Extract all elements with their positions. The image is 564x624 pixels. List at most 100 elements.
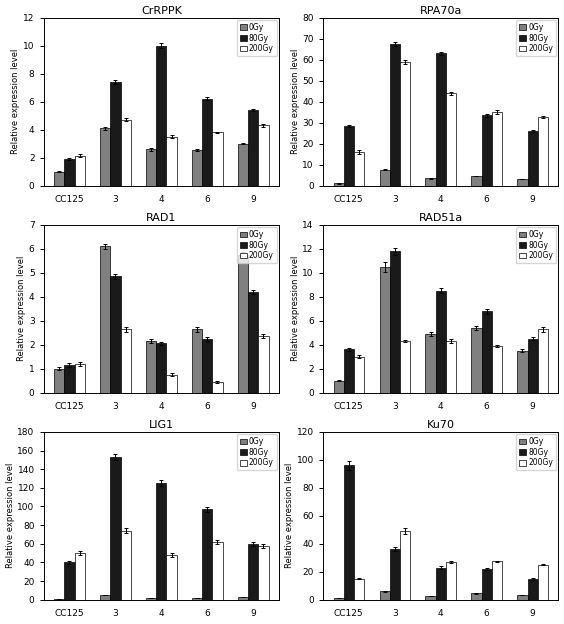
Legend: 0Gy, 80Gy, 200Gy: 0Gy, 80Gy, 200Gy xyxy=(237,227,277,263)
Bar xyxy=(390,549,400,600)
Legend: 0Gy, 80Gy, 200Gy: 0Gy, 80Gy, 200Gy xyxy=(516,20,556,56)
Bar xyxy=(248,292,258,392)
Bar xyxy=(202,339,213,392)
Bar xyxy=(400,341,410,392)
Bar xyxy=(166,137,177,185)
Bar xyxy=(74,364,85,392)
Bar xyxy=(435,54,446,185)
Bar xyxy=(446,341,456,392)
Bar xyxy=(517,595,527,600)
Bar xyxy=(425,178,435,185)
Bar xyxy=(333,381,343,392)
Y-axis label: Relative expression level: Relative expression level xyxy=(285,463,294,568)
Bar xyxy=(100,128,111,185)
Bar xyxy=(435,291,446,392)
Title: LIG1: LIG1 xyxy=(149,420,174,430)
Bar xyxy=(100,595,111,600)
Bar xyxy=(238,144,248,185)
Bar xyxy=(258,545,268,600)
Bar xyxy=(343,466,354,600)
Bar xyxy=(202,509,213,600)
Bar xyxy=(390,44,400,185)
Y-axis label: Relative expression level: Relative expression level xyxy=(290,49,299,154)
Bar xyxy=(354,578,364,600)
Bar xyxy=(213,132,223,185)
Bar xyxy=(166,555,177,600)
Bar xyxy=(492,346,502,392)
Legend: 0Gy, 80Gy, 200Gy: 0Gy, 80Gy, 200Gy xyxy=(516,434,556,470)
Bar xyxy=(111,457,121,600)
Bar xyxy=(482,311,492,392)
Bar xyxy=(343,349,354,392)
Y-axis label: Relative expression level: Relative expression level xyxy=(11,49,20,154)
Bar xyxy=(146,149,156,185)
Bar xyxy=(400,62,410,185)
Bar xyxy=(202,99,213,185)
Bar xyxy=(192,598,202,600)
Title: RAD1: RAD1 xyxy=(146,213,177,223)
Bar xyxy=(64,159,74,185)
Bar xyxy=(100,246,111,392)
Bar xyxy=(537,565,548,600)
Bar xyxy=(527,131,537,185)
Bar xyxy=(527,339,537,392)
Bar xyxy=(111,82,121,185)
Bar xyxy=(343,126,354,185)
Y-axis label: Relative expression level: Relative expression level xyxy=(17,256,26,361)
Bar xyxy=(248,110,258,185)
Bar xyxy=(121,120,131,185)
Bar xyxy=(400,531,410,600)
Bar xyxy=(166,374,177,392)
Bar xyxy=(446,562,456,600)
Bar xyxy=(192,329,202,392)
Bar xyxy=(390,251,400,392)
Title: RPA70a: RPA70a xyxy=(420,6,462,16)
Y-axis label: Relative expression level: Relative expression level xyxy=(6,463,15,568)
Bar xyxy=(527,578,537,600)
Bar xyxy=(492,561,502,600)
Bar xyxy=(425,596,435,600)
Bar xyxy=(213,382,223,392)
Bar xyxy=(517,179,527,185)
Title: RAD51a: RAD51a xyxy=(418,213,463,223)
Bar xyxy=(248,544,258,600)
Bar xyxy=(64,562,74,600)
Bar xyxy=(238,255,248,392)
Bar xyxy=(54,172,64,185)
Bar xyxy=(472,176,482,185)
Y-axis label: Relative expression level: Relative expression level xyxy=(290,256,299,361)
Bar xyxy=(482,115,492,185)
Bar xyxy=(333,183,343,185)
Bar xyxy=(238,597,248,600)
Bar xyxy=(380,266,390,392)
Bar xyxy=(121,531,131,600)
Bar xyxy=(146,598,156,600)
Bar xyxy=(517,351,527,392)
Legend: 0Gy, 80Gy, 200Gy: 0Gy, 80Gy, 200Gy xyxy=(237,434,277,470)
Bar xyxy=(354,357,364,392)
Bar xyxy=(146,341,156,392)
Bar xyxy=(482,569,492,600)
Bar xyxy=(472,593,482,600)
Bar xyxy=(258,125,268,185)
Bar xyxy=(380,592,390,600)
Bar xyxy=(258,336,268,392)
Legend: 0Gy, 80Gy, 200Gy: 0Gy, 80Gy, 200Gy xyxy=(516,227,556,263)
Bar xyxy=(472,328,482,392)
Bar xyxy=(54,599,64,600)
Bar xyxy=(333,598,343,600)
Bar xyxy=(537,329,548,392)
Bar xyxy=(156,46,166,185)
Bar xyxy=(74,155,85,185)
Bar xyxy=(425,334,435,392)
Bar xyxy=(213,542,223,600)
Bar xyxy=(537,117,548,185)
Bar xyxy=(492,112,502,185)
Title: CrRPPK: CrRPPK xyxy=(141,6,182,16)
Bar xyxy=(192,150,202,185)
Legend: 0Gy, 80Gy, 200Gy: 0Gy, 80Gy, 200Gy xyxy=(237,20,277,56)
Bar xyxy=(354,152,364,185)
Bar xyxy=(121,329,131,392)
Bar xyxy=(446,93,456,185)
Title: Ku70: Ku70 xyxy=(426,420,455,430)
